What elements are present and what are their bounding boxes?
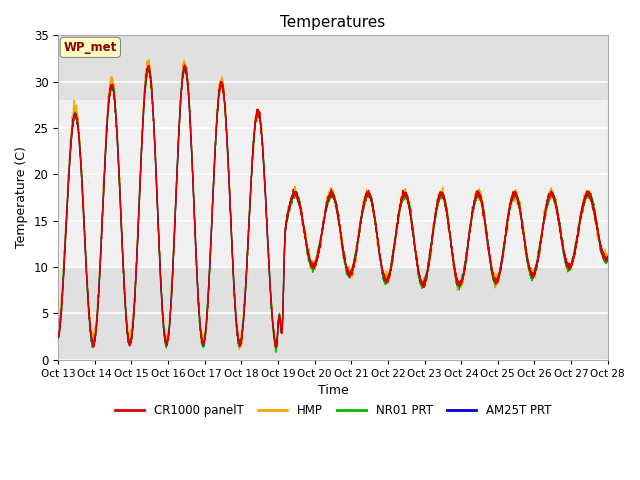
Title: Temperatures: Temperatures	[280, 15, 385, 30]
X-axis label: Time: Time	[317, 384, 348, 397]
Legend: CR1000 panelT, HMP, NR01 PRT, AM25T PRT: CR1000 panelT, HMP, NR01 PRT, AM25T PRT	[110, 399, 556, 422]
Text: WP_met: WP_met	[64, 41, 117, 54]
Y-axis label: Temperature (C): Temperature (C)	[15, 146, 28, 249]
Bar	[58, 100, 608, 267]
